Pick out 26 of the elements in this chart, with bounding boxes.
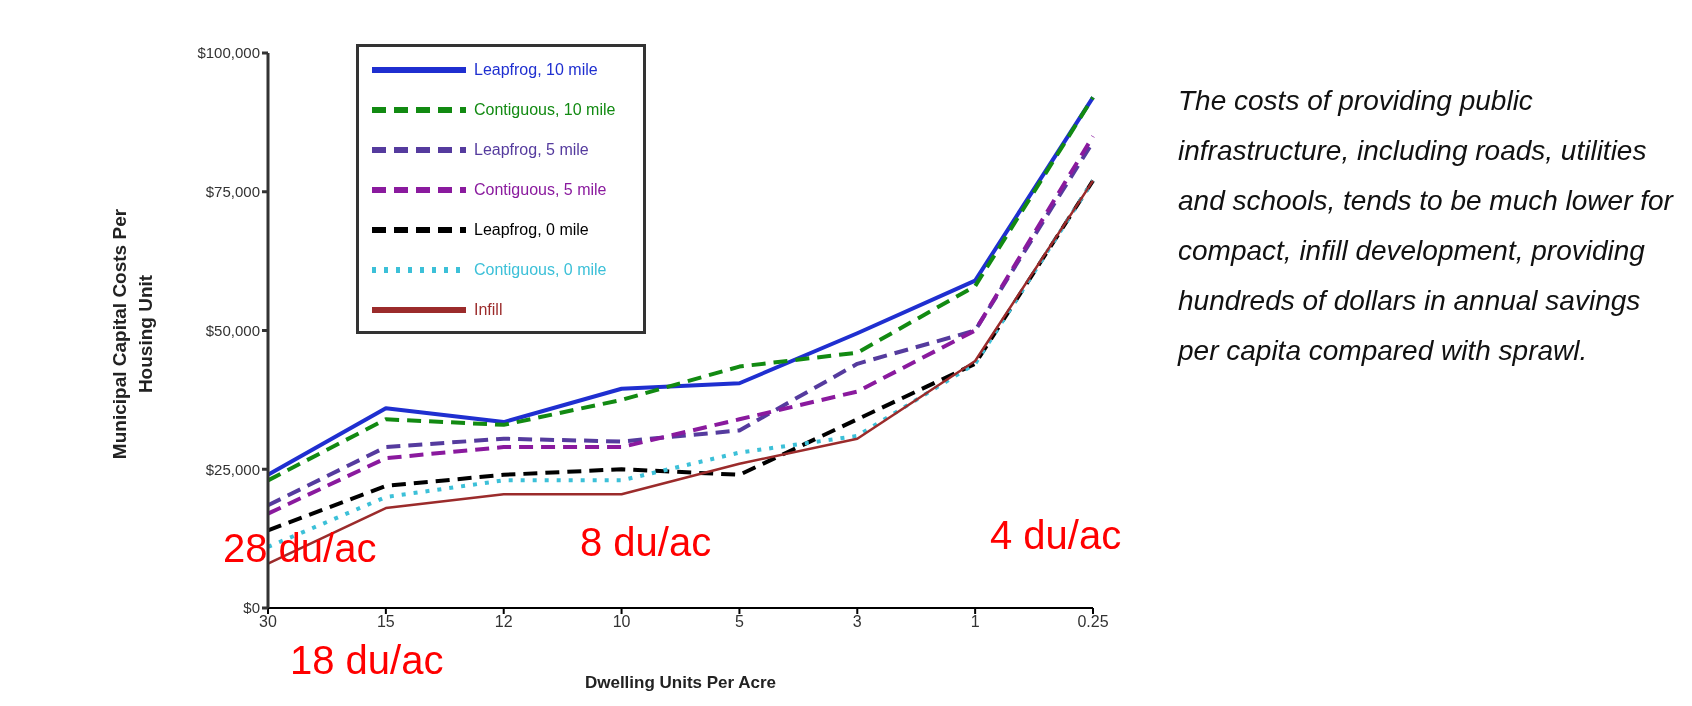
x-tick-label: 5 [734,613,744,631]
text: Contiguous, 5 mile [474,181,607,198]
x-tick-label: 10 [612,613,631,631]
text: Leapfrog, 5 mile [474,141,589,158]
x-tick-label: 30 [259,613,277,631]
text: The costs of providing public infrastructure, including roads, utilities and schools, tends to be much lower for compact, infill development, providing hundreds of dollars in annual savings per capita compared with sprawl. [1178,84,1675,368]
text: Infill [474,301,503,318]
y-axis-title: Municipal Capital Costs Per Housing Unit [108,207,157,462]
text: Contiguous, 10 mile [474,101,616,118]
text: Leapfrog, 10 mile [474,61,598,78]
y-tick-label: $100,000 [197,44,260,62]
y-tick-label: $0 [243,599,260,617]
x-tick-label: 0.25 [1077,613,1109,631]
text: Leapfrog, 0 mile [474,221,589,238]
annotation: 8 du/ac [580,520,712,565]
x-tick-label: 3 [852,613,862,631]
text: Contiguous, 0 mile [474,261,607,278]
annotation: 4 du/ac [990,513,1122,558]
y-tick-label: $75,000 [205,183,260,201]
x-tick-label: 12 [494,613,513,631]
x-axis-title: Dwelling Units Per Acre [584,673,777,692]
x-tick-label: 15 [376,613,395,631]
text: 18 du/ac [290,638,444,683]
x-tick-label: 1 [970,613,980,631]
y-tick-label: $50,000 [205,321,260,339]
y-tick-label: $25,000 [205,460,260,478]
